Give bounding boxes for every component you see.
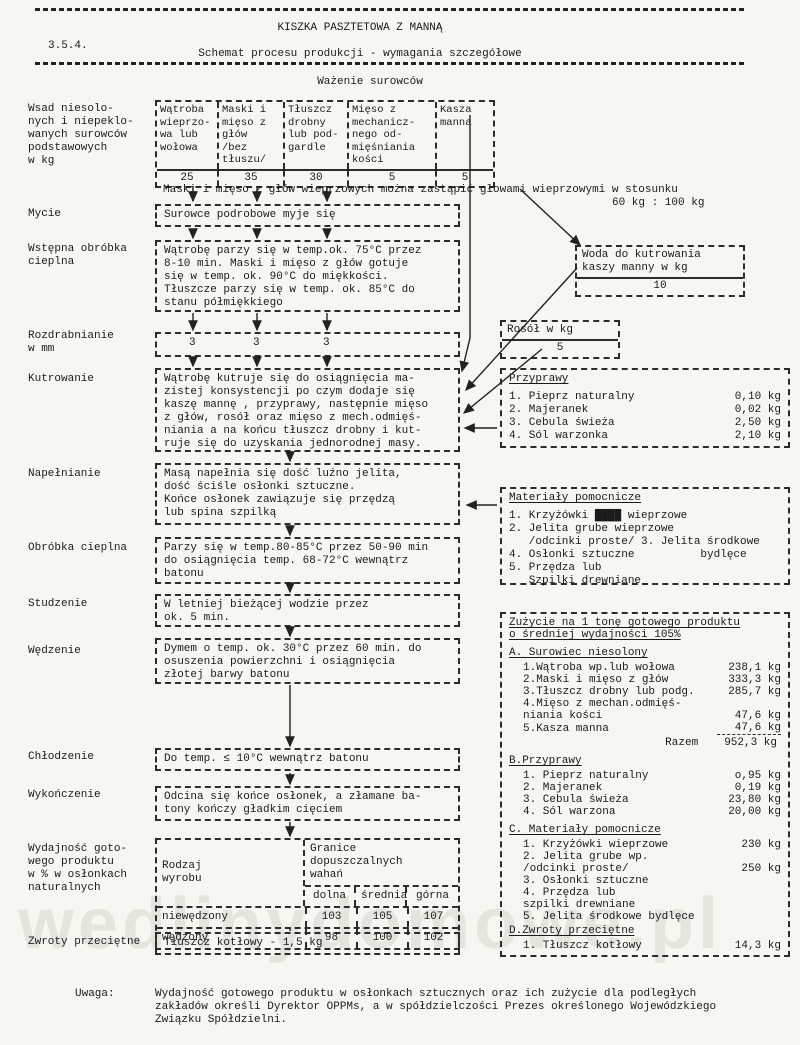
rosol-value: 5 — [556, 342, 564, 354]
woda-title: Woda do kutrowania kaszy manny w kg — [577, 247, 743, 279]
process-box-chlodzenie: Do temp. ≤ 10°C wewnątrz batonu — [155, 748, 460, 771]
usage-item: 3. Osłonki sztuczne — [523, 875, 649, 887]
usage-item: 5. Jelita środkowe bydlęce — [523, 911, 695, 923]
substitution-note: Maski i mięso z głów wieprzowych można z… — [163, 184, 678, 196]
yield-col2-header-block: Granice dopuszczalnych wahań dolna średn… — [305, 840, 458, 906]
stage-label-zwroty: Zwroty przeciętne — [28, 936, 141, 948]
usage-item: 4. Przędza lub szpilki drewniane — [523, 887, 636, 911]
side-box-rosol: Rosół w kg 5 — [500, 320, 620, 359]
process-box-rozdrabnianie: 3 3 3 — [155, 332, 460, 357]
doc-subtitle: Schemat procesu produkcji - wymagania sz… — [198, 48, 522, 60]
process-box-obrobka: Parzy się w temp.80-85°C przez 50-90 min… — [155, 537, 460, 584]
yield-row: niewędzony 103 105 107 — [157, 906, 458, 927]
side-box-zuzycie: Zużycie na 1 tonę gotowego produktu o śr… — [500, 612, 790, 957]
zuzycie-section-c-heading: C. Materiały pomocnicze — [509, 824, 661, 836]
rosol-title: Rosół w kg — [502, 322, 618, 341]
stage-label-wykonczenie: Wykończenie — [28, 789, 101, 801]
process-box-wstepna: Wątrobę parzy się w temp.ok. 75°C przez … — [155, 240, 460, 312]
zuzycie-section-d-heading: D.Zwroty przeciętne — [509, 925, 635, 937]
spice-item: 3. Cebula świeża 2,50 kg — [509, 417, 781, 429]
yield-subheader: dolna — [305, 887, 356, 906]
stage-label-wsad: Wsad niesolo- nych i niepeklo- wanych su… — [28, 103, 134, 167]
stage-label-wydajnosc: Wydajność goto- wego produktu w % w osło… — [28, 843, 128, 894]
raw-material-name: Mięso z mechanicz- nego od- mięśniania k… — [349, 102, 437, 169]
usage-item: 1. Krzyżówki wieprzowe 230 kg — [523, 839, 781, 851]
stage-label-kutrowanie: Kutrowanie — [28, 373, 95, 385]
raw-materials-header-row: Wątroba wieprzo- wa lub wołowa Maski i m… — [157, 102, 493, 169]
stage-label-studzenie: Studzenie — [28, 598, 88, 610]
raw-materials-value-row: 25 35 30 5 5 — [157, 168, 493, 186]
stage-label-rozdrabnianie: Rozdrabnianie w mm — [28, 330, 114, 355]
section-number: 3.5.4. — [48, 40, 88, 52]
usage-item: 5.Kasza manna 47,6 kg — [523, 722, 781, 735]
spice-item: 1. Pieprz naturalny 0,10 kg — [509, 391, 781, 403]
zuzycie-section-b-heading: B.Przyprawy — [509, 755, 582, 767]
process-box-kutrowanie: Wątrobę kutruje się do osiągnięcia ma- z… — [155, 368, 460, 452]
uwaga-text: Wydajność gotowego produktu w osłonkach … — [155, 988, 717, 1026]
usage-total-qty: 952,3 kg — [724, 737, 777, 749]
yield-table: Rodzaj wyrobu Granice dopuszczalnych wah… — [155, 838, 460, 950]
yield-row: wędzony 98 100 102 — [157, 927, 458, 948]
przyprawy-title: Przyprawy — [509, 373, 569, 385]
process-box-wykonczenie: Odcina się końce osłonek, a złamane ba- … — [155, 786, 460, 821]
yield-subheader: górna — [415, 890, 449, 902]
usage-total-label: Razem — [665, 737, 699, 749]
usage-item: 1. Pieprz naturalny o,95 kg — [523, 770, 781, 782]
stage-label-obrobka: Obróbka cieplna — [28, 542, 128, 554]
yield-subheader-row: dolna średnia górna — [305, 885, 458, 906]
stage-label-napelnianie: Napełnianie — [28, 468, 101, 480]
materialy-title: Materiały pomocnicze — [509, 492, 642, 504]
header-rule-bottom — [35, 62, 745, 65]
header-rule-top — [35, 8, 745, 11]
usage-item: 4.Mięso z mechan.odmięś- niania kości 47,… — [523, 698, 781, 722]
grind-size: 3 — [189, 337, 196, 349]
usage-item: 2. Majeranek 0,19 kg — [523, 782, 781, 794]
grind-size: 3 — [323, 337, 330, 349]
raw-material-kg: 5 — [349, 170, 437, 186]
yield-subheader: średnia — [356, 887, 407, 906]
stage-label-wstepna: Wstępna obróbka cieplna — [28, 243, 128, 268]
process-box-napelnianie: Masą napełnia się dość luźno jelita, doś… — [155, 463, 460, 525]
stage-label-mycie: Mycie — [28, 208, 62, 220]
materialy-list: 1. Krzyżówki ████ wieprzowe 2. Jelita gr… — [509, 510, 760, 587]
usage-item: 1.Wątroba wp.lub wołowa 238,1 kg — [523, 662, 781, 674]
usage-item: 2. Jelita grube wp. /odcinki proste/250 … — [523, 851, 781, 875]
substitution-ratio: 60 kg : 100 kg — [612, 197, 705, 209]
raw-materials-table: Wątroba wieprzo- wa lub wołowa Maski i m… — [155, 100, 495, 188]
yield-header-row: Rodzaj wyrobu Granice dopuszczalnych wah… — [157, 840, 458, 906]
spice-item: 4. Sól warzonka 2,10 kg — [509, 430, 781, 442]
usage-item: 3.Tłuszcz drobny lub podg. 285,7 kg — [523, 686, 781, 698]
usage-item: 1. Tłuszcz kotłowy 14,3 kg — [523, 940, 781, 952]
side-box-woda: Woda do kutrowania kaszy manny w kg 10 — [575, 245, 745, 297]
side-box-materialy: Materiały pomocnicze 1. Krzyżówki ████ w… — [500, 487, 790, 587]
raw-material-kg: 30 — [285, 170, 349, 186]
process-box-mycie: Surowce podrobowe myje się — [155, 204, 460, 227]
weighing-title: Ważenie surowców — [317, 76, 423, 88]
raw-material-name: Wątroba wieprzo- wa lub wołowa — [157, 102, 219, 169]
usage-item: 2.Maski i mięso z głów 333,3 kg — [523, 674, 781, 686]
usage-total-row: Razem 952,3 kg — [509, 737, 781, 749]
stage-label-chlodzenie: Chłodzenie — [28, 751, 95, 763]
side-box-przyprawy: Przyprawy 1. Pieprz naturalny 0,10 kg 2. … — [500, 368, 790, 448]
raw-material-kg: 25 — [157, 170, 219, 186]
doc-title: KISZKA PASZTETOWA Z MANNĄ — [277, 22, 443, 34]
usage-item: 3. Cebula świeża 23,80 kg — [523, 794, 781, 806]
yield-col2-header: Granice dopuszczalnych wahań — [310, 843, 403, 881]
raw-material-name: Kasza manna — [440, 104, 472, 129]
raw-material-name: Tłuszcz drobny lub pod- gardle — [285, 102, 349, 169]
uwaga-label: Uwaga: — [75, 988, 115, 1000]
process-box-wedzenie: Dymem o temp. ok. 30°C przez 60 min. do … — [155, 638, 460, 684]
zuzycie-section-a-heading: A. Surowiec niesolony — [509, 647, 648, 659]
usage-item: 4. Sól warzona 20,00 kg — [523, 806, 781, 818]
raw-material-kg: 35 — [219, 170, 285, 186]
zuzycie-title: Zużycie na 1 tonę gotowego produktu o śr… — [509, 617, 741, 641]
woda-value: 10 — [653, 280, 667, 292]
stage-label-wedzenie: Wędzenie — [28, 645, 81, 657]
spice-item: 2. Majeranek 0,02 kg — [509, 404, 781, 416]
raw-material-name: Maski i mięso z głów /bez tłuszu/ — [219, 102, 285, 169]
grind-size: 3 — [253, 337, 260, 349]
yield-col1-header: Rodzaj wyrobu — [157, 840, 305, 906]
process-box-studzenie: W letniej bieżącej wodzie przez ok. 5 mi… — [155, 594, 460, 627]
